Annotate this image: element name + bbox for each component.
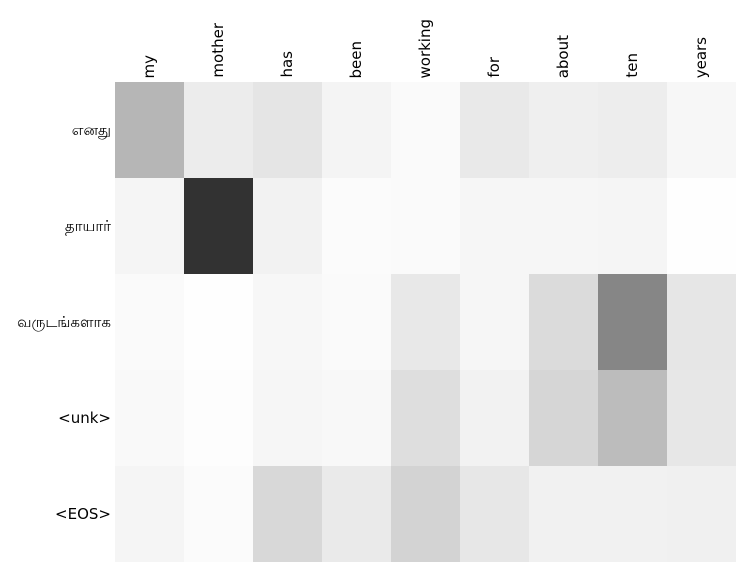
heatmap-cell — [391, 178, 460, 274]
heatmap-cell — [460, 82, 529, 178]
y-tick: எனது — [0, 82, 113, 178]
heatmap-cell — [529, 274, 598, 370]
x-tick: ten — [598, 0, 667, 78]
x-tick: for — [460, 0, 529, 78]
x-tick: working — [391, 0, 460, 79]
y-axis-label: வருடங்களாக — [17, 313, 111, 331]
heatmap-cell — [598, 370, 667, 466]
heatmap-cell — [598, 274, 667, 370]
y-axis-label: தாயார் — [64, 217, 111, 235]
heatmap-cell — [115, 466, 184, 562]
x-axis-label: has — [278, 51, 296, 78]
heatmap-cell — [115, 370, 184, 466]
heatmap-cell — [598, 82, 667, 178]
heatmap-cell — [253, 370, 322, 466]
x-axis-label: for — [485, 57, 503, 78]
x-tick: years — [667, 0, 736, 78]
x-tick: been — [322, 0, 391, 79]
heatmap-cell — [322, 274, 391, 370]
heatmap-cell — [184, 466, 253, 562]
y-tick: <unk> — [0, 370, 113, 466]
x-tick: has — [253, 0, 322, 78]
y-tick: வருடங்களாக — [0, 274, 113, 370]
x-tick: about — [529, 0, 598, 78]
heatmap-cell — [598, 466, 667, 562]
heatmap-cell — [253, 178, 322, 274]
heatmap-cell — [529, 370, 598, 466]
heatmap-cell — [667, 178, 736, 274]
heatmap-cell — [184, 178, 253, 274]
heatmap-cell — [184, 274, 253, 370]
x-axis-label: mother — [209, 23, 227, 78]
heatmap-cell — [667, 466, 736, 562]
heatmap-cell — [460, 466, 529, 562]
heatmap-cell — [529, 178, 598, 274]
x-tick: mother — [184, 0, 253, 78]
heatmap-cell — [667, 370, 736, 466]
heatmap-cell — [460, 274, 529, 370]
heatmap-cell — [529, 82, 598, 178]
heatmap-cell — [391, 274, 460, 370]
heatmap-cell — [460, 370, 529, 466]
heatmap-cell — [391, 82, 460, 178]
x-axis-label: been — [347, 40, 365, 79]
y-tick: <EOS> — [0, 466, 113, 562]
heatmap-cell — [253, 82, 322, 178]
heatmap-cell — [598, 178, 667, 274]
heatmap-cell — [115, 274, 184, 370]
heatmap-cell — [460, 178, 529, 274]
heatmap-cell — [529, 466, 598, 562]
heatmap-cell — [322, 178, 391, 274]
heatmap-cell — [322, 82, 391, 178]
heatmap-cell — [322, 466, 391, 562]
heatmap-grid — [115, 82, 736, 562]
heatmap-cell — [391, 370, 460, 466]
heatmap-cell — [667, 82, 736, 178]
x-axis-label: working — [416, 18, 434, 79]
x-axis-label: years — [692, 36, 710, 78]
x-tick: my — [115, 0, 184, 79]
y-axis-label: எனது — [71, 121, 111, 139]
y-axis-label: <EOS> — [55, 505, 111, 523]
heatmap-cell — [391, 466, 460, 562]
x-axis-label: about — [554, 34, 572, 78]
heatmap-cell — [184, 370, 253, 466]
heatmap-cell — [115, 82, 184, 178]
heatmap-cell — [253, 466, 322, 562]
x-axis-label: ten — [623, 53, 641, 78]
y-axis-label: <unk> — [58, 409, 111, 427]
heatmap-cell — [115, 178, 184, 274]
x-axis-label: my — [140, 54, 158, 79]
heatmap-cell — [253, 274, 322, 370]
heatmap-cell — [184, 82, 253, 178]
heatmap-cell — [322, 370, 391, 466]
y-tick: தாயார் — [0, 178, 113, 274]
heatmap-cell — [667, 274, 736, 370]
